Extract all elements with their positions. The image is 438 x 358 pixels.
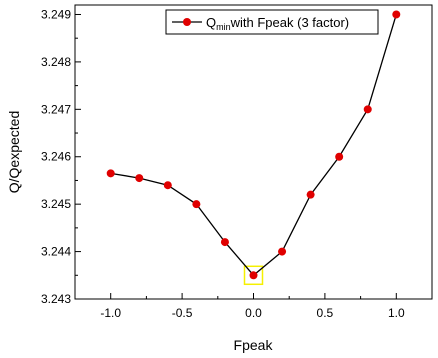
x-tick-label: 1.0 bbox=[388, 306, 405, 320]
y-axis-title: Q/Qexpected bbox=[6, 111, 22, 194]
x-tick-label: -1.0 bbox=[100, 306, 121, 320]
y-tick-label: 3.249 bbox=[41, 7, 71, 21]
y-tick-label: 3.244 bbox=[41, 245, 71, 259]
data-point bbox=[307, 191, 315, 199]
y-tick-label: 3.247 bbox=[41, 102, 71, 116]
data-point bbox=[335, 153, 343, 161]
data-point bbox=[278, 248, 286, 256]
legend: Qminwith Fpeak (3 factor) bbox=[166, 10, 378, 34]
data-point bbox=[221, 238, 229, 246]
y-tick-label: 3.248 bbox=[41, 55, 71, 69]
x-axis: -1.0 -0.5 0.0 0.5 1.0 bbox=[100, 293, 405, 320]
x-tick-label: -0.5 bbox=[172, 306, 193, 320]
legend-marker bbox=[183, 18, 191, 26]
data-point bbox=[107, 169, 115, 177]
data-point bbox=[164, 181, 172, 189]
x-axis-title: Fpeak bbox=[234, 337, 274, 353]
series-layer bbox=[107, 10, 401, 284]
data-point bbox=[135, 174, 143, 182]
y-tick-label: 3.243 bbox=[41, 292, 71, 306]
x-tick-label: 0.0 bbox=[245, 306, 262, 320]
legend-label-rest: with Fpeak (3 factor) bbox=[230, 15, 350, 30]
data-point bbox=[250, 271, 258, 279]
plot-frame bbox=[75, 5, 432, 299]
legend-label-sub: min bbox=[216, 22, 231, 32]
series-line bbox=[111, 14, 397, 275]
data-point bbox=[364, 105, 372, 113]
data-point bbox=[392, 10, 400, 18]
y-tick-label: 3.245 bbox=[41, 197, 71, 211]
x-tick-label: 0.5 bbox=[317, 306, 334, 320]
legend-label-main: Q bbox=[206, 15, 216, 30]
y-tick-label: 3.246 bbox=[41, 150, 71, 164]
data-point bbox=[192, 200, 200, 208]
